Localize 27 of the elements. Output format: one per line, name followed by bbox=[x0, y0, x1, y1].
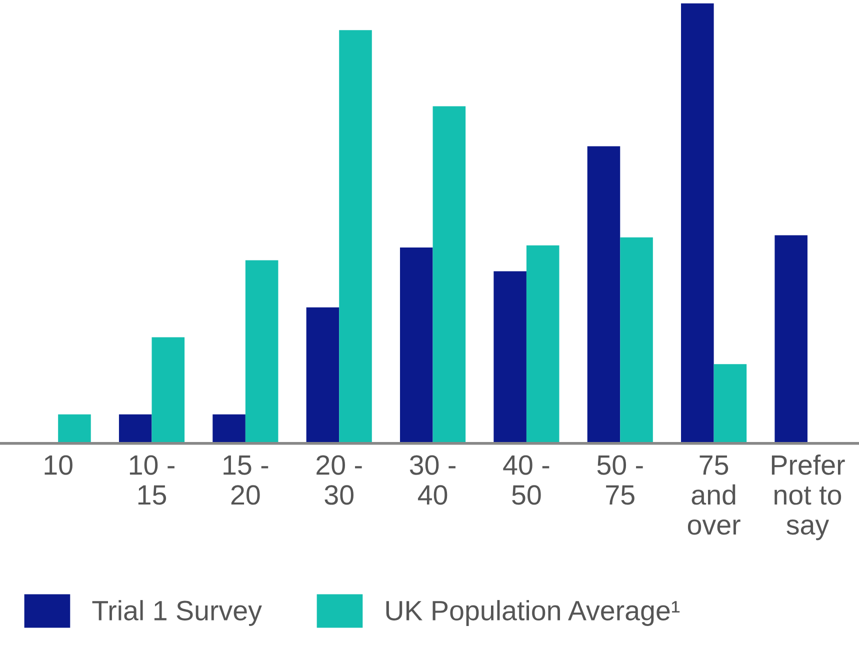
bar bbox=[526, 245, 560, 444]
x-tick-label: 30 - 40 bbox=[410, 455, 456, 505]
bar bbox=[306, 307, 340, 444]
bar bbox=[587, 146, 620, 444]
bar bbox=[494, 271, 526, 444]
bar bbox=[339, 30, 372, 444]
x-tick-label: 15 - 20 bbox=[224, 455, 268, 505]
bar bbox=[245, 260, 278, 444]
x-tick-label: 10 - 15 bbox=[130, 455, 174, 505]
bar bbox=[774, 235, 808, 444]
x-tick-label: 40 - 50 bbox=[503, 455, 550, 505]
bar bbox=[620, 237, 653, 444]
x-tick-label: 20 - 30 bbox=[316, 455, 362, 505]
x-tick-label: 10 bbox=[44, 455, 72, 475]
bar bbox=[58, 414, 91, 444]
bar bbox=[714, 364, 747, 444]
x-tick-label: 50 - 75 bbox=[597, 455, 643, 505]
bar bbox=[118, 414, 152, 444]
bar bbox=[400, 248, 433, 444]
bar bbox=[681, 3, 714, 444]
legend-label: Trial 1 Survey bbox=[92, 600, 262, 626]
legend-label: UK Population Average¹ bbox=[386, 600, 680, 626]
bar bbox=[212, 414, 246, 444]
bar bbox=[432, 106, 466, 444]
x-tick-label: 75 and over bbox=[688, 455, 740, 535]
bar bbox=[152, 337, 185, 444]
x-tick-label: Prefer not to say bbox=[772, 454, 845, 540]
